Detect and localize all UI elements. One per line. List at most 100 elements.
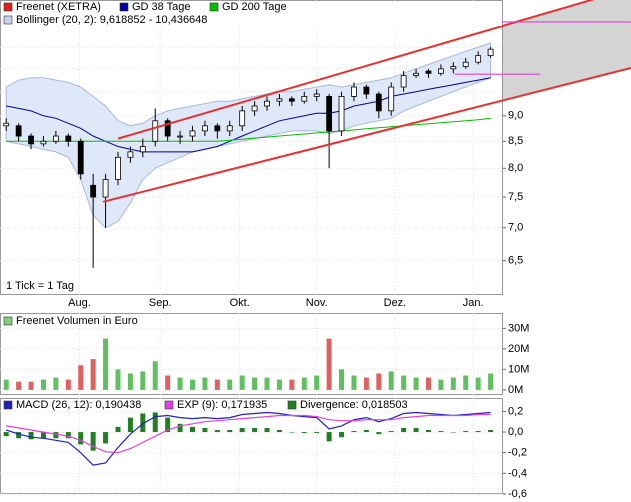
volume-bar — [115, 369, 121, 390]
candle-body — [251, 105, 258, 112]
x-tick-label: Okt. — [230, 297, 250, 309]
divergence-bar — [401, 427, 407, 433]
legend-label: MACD (26, 12): 0,190438 — [16, 399, 141, 411]
divergence-bar — [40, 432, 46, 439]
volume-bar — [40, 379, 46, 390]
channel-fill — [503, 0, 631, 101]
divergence-bar — [140, 413, 146, 433]
volume-bar — [239, 375, 245, 390]
volume-bar — [214, 379, 220, 390]
y-tick-label: 9,0 — [508, 110, 523, 122]
divergence-bar — [289, 432, 295, 433]
candle-body — [388, 86, 395, 112]
y-tick-label: 10M — [508, 363, 529, 375]
candle-body — [301, 96, 308, 102]
divergence-bar — [425, 430, 431, 433]
volume-bar — [53, 377, 59, 390]
y-tick-label: 7,0 — [508, 222, 523, 234]
volume-bar — [90, 359, 96, 390]
divergence-bar — [252, 427, 258, 433]
divergence-bar — [363, 430, 369, 433]
divergence-bar — [202, 427, 208, 433]
divergence-bar — [214, 430, 220, 433]
divergence-bar — [239, 427, 245, 433]
divergence-bar — [28, 432, 34, 440]
y-tick-label: -0,6 — [508, 488, 527, 500]
volume-bar — [301, 377, 307, 390]
divergence-bar — [351, 431, 357, 433]
divergence-bar — [314, 432, 320, 434]
volume-bar — [450, 377, 456, 390]
candle-body — [375, 93, 382, 112]
divergence-bar — [115, 426, 121, 433]
legend-swatch — [119, 2, 129, 12]
divergence-bar — [388, 431, 394, 433]
y-tick-label: 8,0 — [508, 162, 523, 174]
volume-bar — [103, 338, 109, 390]
x-tick-label: Aug. — [68, 297, 91, 309]
legend-swatch — [209, 2, 219, 12]
volume-bar — [202, 377, 208, 390]
y-tick-label: 7,5 — [508, 191, 523, 203]
candle-body — [52, 135, 59, 142]
divergence-bar — [78, 432, 84, 445]
y-tick-label: 6,5 — [508, 255, 523, 267]
legend-label: EXP (9): 0,171935 — [177, 399, 267, 411]
y-tick-label: -0,2 — [508, 447, 527, 459]
volume-bar — [78, 365, 84, 390]
divergence-bar — [475, 431, 481, 433]
panel — [0, 313, 503, 395]
candle-body — [226, 125, 233, 132]
volume-bar — [475, 377, 481, 390]
candle-body — [65, 135, 72, 142]
candle-body — [214, 125, 221, 132]
volume-bar — [227, 379, 233, 390]
candle-body — [487, 48, 494, 57]
divergence-bar — [339, 432, 345, 438]
candle-body — [164, 120, 171, 137]
candle-body — [363, 86, 370, 95]
candle-body — [77, 140, 84, 175]
candle-body — [288, 98, 295, 102]
volume-bar — [16, 381, 22, 390]
panel — [0, 398, 503, 494]
candle-body — [462, 61, 469, 68]
divergence-bar — [3, 432, 9, 437]
candle-body — [438, 68, 444, 74]
volume-bar — [127, 373, 133, 390]
volume-bar — [326, 338, 332, 390]
legend-swatch — [3, 400, 13, 410]
indicator-line — [6, 413, 491, 454]
volume-bar — [425, 377, 431, 390]
candle-body — [239, 110, 246, 127]
divergence-bar — [276, 430, 282, 433]
candle-body — [338, 96, 345, 132]
candle-body — [28, 135, 34, 145]
legend-label: Divergence: 0,018503 — [300, 399, 408, 411]
candle-body — [351, 86, 357, 97]
volume-bar — [140, 371, 146, 390]
y-tick-label: 0,0 — [508, 426, 523, 438]
divergence-bar — [190, 426, 196, 433]
candle-body — [276, 98, 283, 102]
volume-bar — [276, 379, 282, 390]
candle-body — [127, 151, 134, 158]
legend-swatch — [164, 400, 174, 410]
legend-label: Freenet (XETRA) — [16, 1, 101, 13]
candle-body — [475, 55, 482, 63]
volume-bar — [190, 379, 196, 390]
y-tick-label: 20M — [508, 343, 529, 355]
volume-bar — [152, 361, 158, 390]
candle-body — [90, 184, 97, 198]
candle-body — [202, 125, 208, 132]
volume-bar — [264, 377, 270, 390]
divergence-bar — [152, 412, 158, 433]
divergence-bar — [326, 432, 332, 442]
divergence-bar — [438, 431, 444, 433]
legend-label: GD 38 Tage — [132, 1, 191, 13]
divergence-bar — [463, 431, 469, 433]
candle-body — [425, 70, 432, 74]
candle-body — [152, 120, 159, 142]
candle-body — [40, 140, 47, 145]
